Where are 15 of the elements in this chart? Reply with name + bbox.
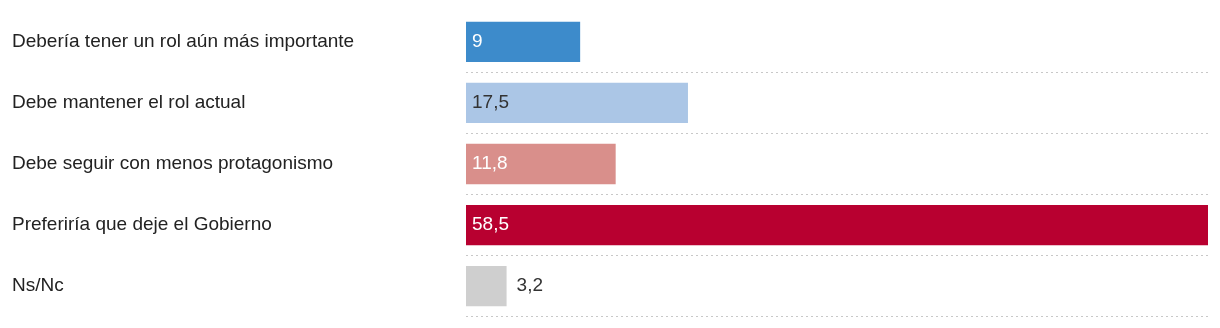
y-tick-label: Debe mantener el rol actual xyxy=(12,91,246,113)
y-tick-label: Preferiría que deje el Gobierno xyxy=(12,213,272,235)
bar xyxy=(466,82,688,124)
data-label: 17,5 xyxy=(472,91,509,113)
data-label: 9 xyxy=(472,30,483,52)
bar xyxy=(466,143,616,185)
bar xyxy=(466,21,581,63)
data-label: 11,8 xyxy=(472,152,508,174)
y-tick-label: Debería tener un rol aún más importante xyxy=(12,30,355,52)
bar xyxy=(466,265,507,307)
y-tick-label: Ns/Nc xyxy=(12,274,64,296)
data-label: 58,5 xyxy=(472,213,509,235)
data-label: 3,2 xyxy=(516,274,544,296)
bar xyxy=(466,204,1208,246)
y-tick-label: Debe seguir con menos protagonismo xyxy=(12,152,334,174)
